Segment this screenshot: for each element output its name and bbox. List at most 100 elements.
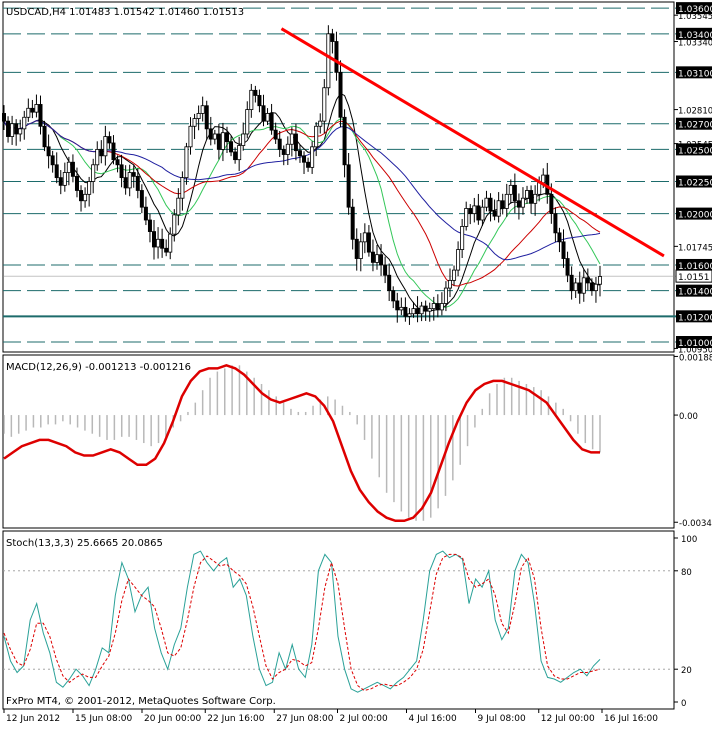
- candle-body[interactable]: [22, 116, 27, 130]
- candle-body[interactable]: [30, 107, 35, 113]
- candle-body[interactable]: [261, 105, 266, 122]
- candle-body[interactable]: [581, 277, 586, 294]
- candle-body[interactable]: [200, 105, 205, 114]
- candle-body[interactable]: [297, 150, 302, 157]
- candle-body[interactable]: [14, 123, 19, 135]
- candle-body[interactable]: [569, 274, 574, 292]
- candle-body[interactable]: [87, 181, 92, 195]
- candle-body[interactable]: [354, 238, 359, 259]
- candle-body[interactable]: [83, 193, 88, 202]
- candle-body[interactable]: [500, 200, 505, 209]
- candle-body[interactable]: [419, 305, 424, 315]
- candle-body[interactable]: [38, 104, 43, 127]
- candle-body[interactable]: [383, 264, 388, 276]
- candle-body[interactable]: [553, 213, 558, 234]
- candle-body[interactable]: [480, 206, 485, 221]
- candle-body[interactable]: [62, 172, 67, 186]
- candle-body[interactable]: [119, 164, 124, 179]
- candle-body[interactable]: [395, 300, 400, 311]
- candle-body[interactable]: [216, 133, 221, 150]
- candle-body[interactable]: [557, 232, 562, 243]
- candle-body[interactable]: [253, 89, 258, 96]
- candle-body[interactable]: [476, 205, 481, 221]
- candle-body[interactable]: [237, 145, 242, 161]
- candle-body[interactable]: [464, 208, 469, 227]
- candle-body[interactable]: [196, 113, 201, 119]
- candle-body[interactable]: [111, 142, 116, 161]
- candle-body[interactable]: [115, 159, 120, 166]
- candle-body[interactable]: [593, 283, 598, 292]
- candle-body[interactable]: [362, 232, 367, 243]
- candle-body[interactable]: [573, 282, 578, 292]
- candle-body[interactable]: [435, 303, 440, 311]
- candle-body[interactable]: [229, 141, 234, 153]
- candle-body[interactable]: [399, 306, 404, 311]
- candle-body[interactable]: [326, 33, 331, 89]
- candle-body[interactable]: [423, 305, 428, 312]
- candle-body[interactable]: [302, 155, 307, 163]
- candle-body[interactable]: [143, 206, 148, 221]
- candle-body[interactable]: [281, 148, 286, 155]
- candle-body[interactable]: [74, 175, 79, 191]
- candle-body[interactable]: [512, 184, 517, 202]
- candle-body[interactable]: [204, 105, 209, 130]
- candle-body[interactable]: [472, 205, 477, 214]
- candle-body[interactable]: [375, 254, 380, 263]
- candle-body[interactable]: [172, 214, 177, 235]
- candle-body[interactable]: [220, 132, 225, 150]
- candle-body[interactable]: [224, 132, 229, 143]
- candle-body[interactable]: [411, 308, 416, 315]
- candle-body[interactable]: [492, 210, 497, 217]
- candle-body[interactable]: [184, 146, 189, 179]
- candle-body[interactable]: [249, 89, 254, 110]
- price-panel[interactable]: 1.03600 1.03400 1.03100 1.02700 1.02500 1.022…: [2, 1, 712, 355]
- candle-body[interactable]: [330, 33, 335, 42]
- candle-body[interactable]: [139, 190, 144, 208]
- candle-body[interactable]: [123, 177, 128, 189]
- candle-body[interactable]: [484, 197, 489, 208]
- candle-body[interactable]: [310, 146, 315, 168]
- candle-body[interactable]: [488, 197, 493, 212]
- resistance-trendline[interactable]: [280, 27, 665, 258]
- candle-body[interactable]: [168, 233, 173, 253]
- candle-body[interactable]: [289, 133, 294, 145]
- stochastic-panel[interactable]: 100 80 20 0 Stoch(13,3,3) 25.6665 20.0865 F…: [2, 530, 697, 710]
- candle-body[interactable]: [407, 313, 412, 317]
- candle-body[interactable]: [537, 182, 542, 195]
- candle-body[interactable]: [2, 113, 7, 122]
- candle-body[interactable]: [577, 282, 582, 294]
- candle-body[interactable]: [561, 241, 566, 259]
- candle-body[interactable]: [257, 95, 262, 107]
- candle-body[interactable]: [306, 161, 311, 168]
- candle-body[interactable]: [496, 200, 501, 217]
- candle-body[interactable]: [277, 138, 282, 150]
- candle-body[interactable]: [58, 177, 63, 186]
- candle-body[interactable]: [18, 128, 23, 135]
- candle-body[interactable]: [99, 148, 104, 157]
- candle-body[interactable]: [370, 251, 375, 263]
- candle-body[interactable]: [585, 277, 590, 284]
- candle-body[interactable]: [443, 287, 448, 304]
- candle-body[interactable]: [26, 107, 31, 118]
- candle-body[interactable]: [379, 254, 384, 266]
- candle-body[interactable]: [273, 129, 278, 140]
- candle-body[interactable]: [269, 113, 274, 131]
- candle-body[interactable]: [549, 193, 554, 214]
- candle-body[interactable]: [391, 290, 396, 302]
- candle-body[interactable]: [387, 274, 392, 292]
- candle-body[interactable]: [456, 249, 461, 271]
- candle-body[interactable]: [427, 308, 432, 312]
- candle-body[interactable]: [50, 155, 55, 166]
- candle-body[interactable]: [152, 231, 157, 248]
- candle-body[interactable]: [91, 164, 96, 182]
- candle-body[interactable]: [452, 269, 457, 281]
- candle-body[interactable]: [245, 109, 250, 135]
- candle-body[interactable]: [147, 219, 152, 232]
- candle-body[interactable]: [541, 174, 546, 184]
- candle-body[interactable]: [334, 41, 339, 73]
- candle-body[interactable]: [34, 104, 39, 113]
- candle-body[interactable]: [508, 184, 513, 195]
- candle-body[interactable]: [70, 161, 75, 177]
